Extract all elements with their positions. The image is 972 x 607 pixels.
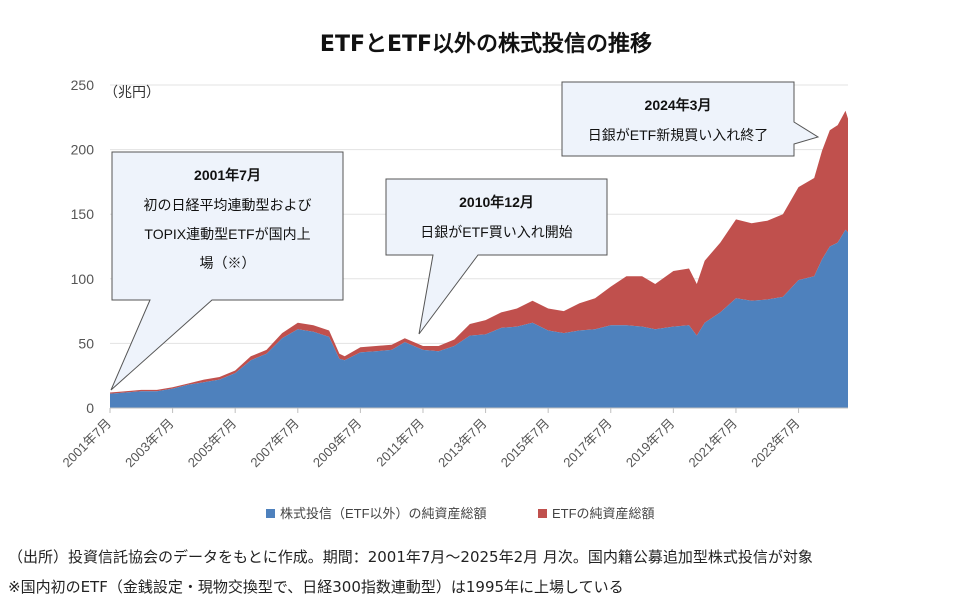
y-tick-label: 50	[78, 335, 94, 351]
callout-text: 初の日経平均連動型および	[144, 197, 312, 213]
callout-bubble	[561, 81, 820, 157]
legend-swatch	[266, 509, 275, 518]
x-tick-label: 2009年7月	[310, 416, 365, 471]
y-tick-label: 200	[71, 142, 95, 158]
callout-bubble	[110, 151, 344, 391]
y-tick-label: 100	[71, 271, 95, 287]
callout-bubble	[385, 178, 608, 335]
chart-title: ETFとETF以外の株式投信の推移	[319, 32, 653, 57]
x-tick-label: 2011年7月	[373, 416, 427, 470]
callout-heading: 2024年3月	[645, 97, 712, 113]
y-tick-label: 0	[86, 400, 94, 416]
etf-area-series	[110, 110, 848, 394]
x-tick-label: 2015年7月	[498, 416, 553, 471]
x-tick-label: 2003年7月	[122, 416, 177, 471]
x-tick-label: 2023年7月	[748, 416, 803, 471]
source-note: （出所）投資信託協会のデータをもとに作成。期間：2001年7月～2025年2月 …	[8, 548, 813, 566]
callout-text: 日銀がETF買い入れ開始	[420, 224, 572, 240]
x-tick-label: 2005年7月	[185, 416, 240, 471]
y-axis-unit-label: （兆円）	[104, 84, 160, 100]
callout-heading: 2010年12月	[459, 194, 534, 210]
legend-label: ETFの純資産総額	[552, 506, 655, 521]
y-tick-label: 150	[71, 206, 95, 222]
chart-areas	[110, 110, 848, 408]
legend-item-2: ETFの純資産総額	[538, 506, 655, 521]
etf-footnote: ※国内初のETF（金銭設定・現物交換型で、日経300指数連動型）は1995年に上…	[8, 578, 624, 596]
callout-heading: 2001年7月	[194, 167, 261, 183]
legend-label: 株式投信（ETF以外）の純資産総額	[280, 506, 487, 521]
x-tick-label: 2017年7月	[560, 416, 615, 471]
x-tick-label: 2013年7月	[435, 416, 490, 471]
callout-text: 場（※）	[200, 255, 256, 271]
stock-fund-area-series	[110, 229, 848, 408]
legend: 株式投信（ETF以外）の純資産総額 ETFの純資産総額	[266, 506, 655, 521]
x-tick-label: 2007年7月	[247, 416, 302, 471]
legend-swatch	[538, 509, 547, 518]
y-axis: 0 50 100 150 200 250	[71, 77, 95, 416]
x-axis: 2001年7月 2003年7月 2005年7月 2007年7月 2009年7月 2011年…	[60, 407, 848, 471]
callouts: 2001年7月初の日経平均連動型およびTOPIX連動型ETFが国内上場（※）20…	[110, 81, 820, 391]
x-tick-label: 2001年7月	[60, 416, 115, 471]
x-tick-label: 2021年7月	[686, 416, 741, 471]
callout-text: TOPIX連動型ETFが国内上	[144, 226, 310, 242]
x-tick-label: 2019年7月	[623, 416, 678, 471]
y-tick-label: 250	[71, 77, 95, 93]
legend-item-1: 株式投信（ETF以外）の純資産総額	[266, 506, 487, 521]
callout-text: 日銀がETF新規買い入れ終了	[588, 127, 768, 143]
